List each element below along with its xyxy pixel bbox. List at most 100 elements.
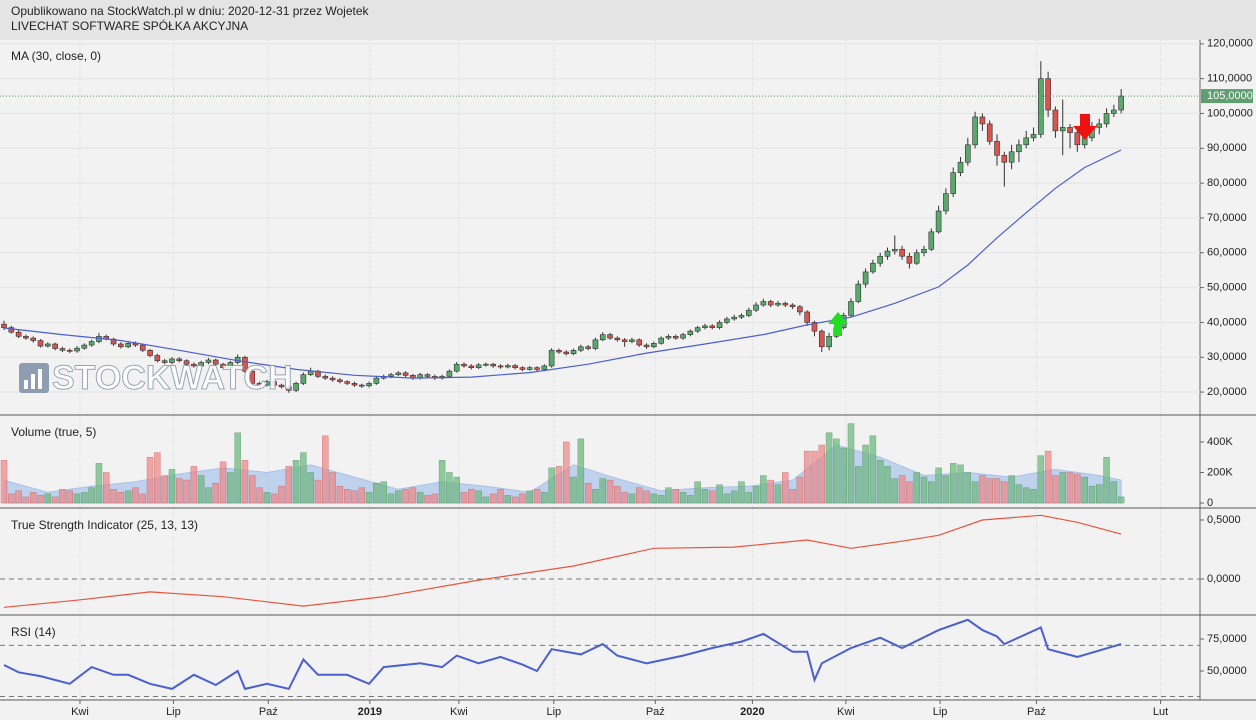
candle-body <box>986 123 993 142</box>
candle-body <box>475 364 482 368</box>
volume-bar <box>855 466 862 504</box>
candle-body <box>811 322 818 332</box>
candle-body <box>37 340 44 347</box>
volume-bar <box>555 466 563 504</box>
volume-bar <box>606 479 614 504</box>
volume-bar <box>81 492 88 504</box>
candle-body <box>884 250 891 257</box>
volume-bar <box>935 467 942 504</box>
candle-body <box>1067 127 1073 133</box>
volume-bar <box>942 475 950 504</box>
volume-bar <box>154 452 161 504</box>
candle-body <box>607 334 613 339</box>
volume-bar <box>453 476 460 504</box>
candle-body <box>826 336 832 348</box>
candle-body <box>74 347 80 352</box>
volume-bar <box>102 472 110 504</box>
volume-bar <box>249 475 256 504</box>
candle-body <box>789 304 796 308</box>
candle-body <box>358 384 365 387</box>
candle-body <box>402 372 409 376</box>
x-tick-label: Lip <box>933 706 948 718</box>
volume-bar <box>15 490 22 504</box>
volume-bar <box>278 485 285 504</box>
candle-body <box>994 141 1000 156</box>
volume-bar <box>584 482 592 504</box>
volume-bar <box>526 490 533 504</box>
x-tick-label: Lut <box>1153 706 1168 718</box>
volume-bar <box>964 472 972 504</box>
sell-arrow <box>1073 114 1097 140</box>
y-tick-label: 75,0000 <box>1207 633 1247 645</box>
volume-bar <box>95 463 103 504</box>
candle-body <box>176 358 183 362</box>
volume-bar <box>1008 475 1015 504</box>
candle-body <box>139 344 146 351</box>
volume-bar <box>672 489 680 504</box>
candle-body <box>585 346 591 349</box>
last-price-label: 105,0000 <box>1207 90 1253 102</box>
candle-body <box>534 367 540 370</box>
volume-bar <box>920 476 928 504</box>
candle-body <box>1001 154 1008 163</box>
candle-body <box>110 338 117 345</box>
volume-bar <box>161 475 168 504</box>
volume-bar <box>110 489 117 504</box>
candle-body <box>8 327 15 333</box>
candle-body <box>556 349 562 353</box>
candle-body <box>928 231 935 250</box>
candle-body <box>943 193 949 212</box>
candle-body <box>1074 132 1081 146</box>
volume-bar <box>840 447 847 504</box>
candle-body <box>1111 109 1117 114</box>
candle-body <box>45 343 51 347</box>
candle-body <box>59 348 66 351</box>
candle-body <box>88 341 95 346</box>
volume-bar <box>541 492 548 504</box>
volume-bar <box>847 423 855 504</box>
candle-body <box>709 325 716 328</box>
candle-body <box>519 367 526 370</box>
volume-bar <box>1117 496 1125 504</box>
volume-bar <box>752 485 760 504</box>
candle-body <box>1023 137 1030 146</box>
candle-body <box>490 363 497 367</box>
candle-body <box>307 370 314 375</box>
volume-bar <box>59 489 66 504</box>
x-tick-label: Kwi <box>450 706 468 718</box>
volume-bar <box>8 493 15 504</box>
volume-bar <box>577 438 585 504</box>
volume-bar <box>489 493 497 504</box>
candle-body <box>797 306 803 313</box>
candle-body <box>702 325 708 328</box>
header-line: LIVECHAT SOFTWARE SPÓŁKA AKCYJNA <box>11 18 248 33</box>
y-tick-label: 40,0000 <box>1207 316 1247 328</box>
candle-body <box>921 248 927 254</box>
candle-body <box>651 343 657 348</box>
volume-bar <box>1022 487 1030 504</box>
candle-body <box>906 255 913 264</box>
candle-body <box>169 358 175 363</box>
volume-bar <box>833 438 840 504</box>
candle-body <box>191 363 197 367</box>
volume-bar <box>679 492 687 504</box>
volume-bar <box>1081 476 1088 504</box>
candle-body <box>1103 113 1110 125</box>
watermark-icon <box>31 374 35 389</box>
y-tick-label: 60,0000 <box>1207 247 1247 259</box>
buy-signal <box>828 312 848 336</box>
x-tick-label: Lip <box>546 706 561 718</box>
candle-body <box>81 344 88 349</box>
candle-body <box>125 343 131 348</box>
volume-bar <box>424 495 431 504</box>
volume-bar <box>139 493 146 504</box>
volume-bar <box>431 493 439 504</box>
candle-body <box>1016 144 1022 153</box>
x-tick-label: 2020 <box>740 706 764 718</box>
candle-body <box>461 363 467 367</box>
candle-body <box>965 144 971 163</box>
candle-body <box>767 301 774 306</box>
candle-body <box>264 381 270 386</box>
x-tick-label: Paź <box>646 706 665 718</box>
